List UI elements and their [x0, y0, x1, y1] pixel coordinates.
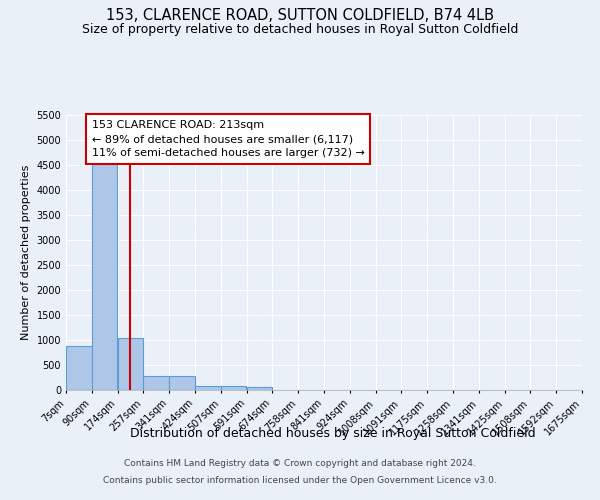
- Bar: [247, 387, 272, 390]
- Text: 153 CLARENCE ROAD: 213sqm
← 89% of detached houses are smaller (6,117)
11% of se: 153 CLARENCE ROAD: 213sqm ← 89% of detac…: [92, 120, 365, 158]
- Bar: [92, 162, 118, 390]
- Text: Distribution of detached houses by size in Royal Sutton Coldfield: Distribution of detached houses by size …: [130, 428, 536, 440]
- Bar: [143, 376, 169, 390]
- Bar: [195, 386, 221, 390]
- Bar: [169, 376, 195, 390]
- Text: Size of property relative to detached houses in Royal Sutton Coldfield: Size of property relative to detached ho…: [82, 22, 518, 36]
- Y-axis label: Number of detached properties: Number of detached properties: [21, 165, 31, 340]
- Bar: [66, 346, 92, 390]
- Text: Contains public sector information licensed under the Open Government Licence v3: Contains public sector information licen…: [103, 476, 497, 485]
- Bar: [221, 386, 247, 390]
- Bar: [118, 338, 143, 390]
- Text: 153, CLARENCE ROAD, SUTTON COLDFIELD, B74 4LB: 153, CLARENCE ROAD, SUTTON COLDFIELD, B7…: [106, 8, 494, 22]
- Text: Contains HM Land Registry data © Crown copyright and database right 2024.: Contains HM Land Registry data © Crown c…: [124, 458, 476, 468]
